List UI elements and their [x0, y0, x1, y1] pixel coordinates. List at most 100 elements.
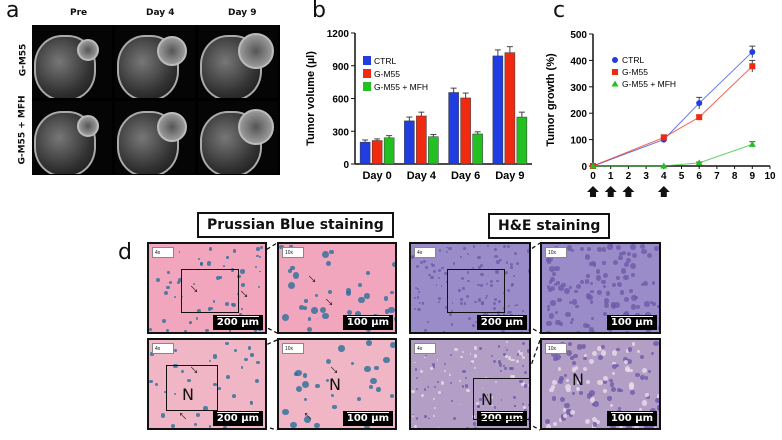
texture-dot [419, 260, 424, 265]
texture-dot [656, 393, 659, 399]
texture-dot [163, 291, 168, 296]
texture-dot [583, 322, 589, 328]
texture-dot [411, 256, 415, 260]
texture-dot [389, 342, 395, 348]
texture-dot [419, 302, 422, 305]
point-g-m55 [696, 114, 703, 121]
texture-dot [592, 422, 598, 427]
texture-dot [602, 379, 608, 385]
texture-dot [461, 384, 465, 388]
texture-dot [627, 347, 633, 352]
texture-dot [569, 286, 573, 290]
point-ctrl [696, 100, 703, 107]
y-tick-label: 200 [570, 109, 587, 120]
he-image-4x: 4x 200 µm N [409, 338, 531, 430]
texture-dot [630, 244, 636, 250]
y-tick-label: 0 [581, 162, 587, 173]
texture-dot [173, 392, 177, 396]
texture-dot [383, 295, 389, 301]
line-ctrl [592, 51, 753, 167]
texture-dot [422, 302, 425, 305]
texture-dot [382, 333, 387, 334]
texture-dot [162, 319, 167, 324]
texture-dot [650, 407, 657, 414]
x-tick-label: 4 [661, 171, 667, 182]
bar-ctrl [448, 92, 459, 165]
texture-dot [174, 349, 178, 353]
magnification-label: 10x [545, 247, 567, 258]
texture-dot [463, 302, 466, 305]
texture-dot [392, 261, 395, 268]
texture-dot [586, 393, 593, 399]
texture-dot [311, 307, 318, 314]
texture-dot [155, 277, 160, 282]
texture-dot [364, 365, 371, 372]
texture-dot [640, 375, 646, 381]
texture-dot [499, 370, 502, 373]
texture-dot [550, 276, 555, 282]
texture-dot [414, 287, 417, 290]
texture-dot [451, 399, 453, 402]
texture-dot [625, 349, 630, 353]
y-tick-label: 300 [570, 83, 587, 94]
texture-dot [553, 421, 558, 426]
texture-dot [370, 377, 377, 385]
point-g-m55-mfh [589, 162, 597, 169]
zoom-region-box [473, 378, 529, 420]
texture-dot [463, 247, 466, 250]
texture-dot [651, 301, 656, 307]
texture-dot [642, 280, 648, 287]
texture-dot [522, 355, 526, 359]
texture-dot [574, 366, 579, 370]
texture-dot [164, 391, 166, 393]
texture-dot [212, 354, 217, 359]
texture-dot [647, 369, 652, 374]
texture-dot [465, 427, 469, 428]
texture-dot [614, 301, 621, 308]
bar-g-m55 [371, 140, 383, 165]
texture-dot [571, 361, 576, 366]
texture-dot [585, 324, 590, 328]
texture-dot [512, 359, 515, 362]
texture-dot [289, 244, 293, 249]
texture-dot [249, 401, 254, 405]
texture-dot [570, 248, 575, 253]
texture-dot [650, 351, 655, 355]
texture-dot [493, 406, 496, 409]
texture-dot [424, 356, 426, 359]
point-g-m55-mfh [748, 140, 756, 147]
texture-dot [551, 271, 556, 277]
texture-dot [597, 247, 602, 252]
texture-dot [634, 424, 640, 428]
texture-dot [545, 419, 550, 424]
legend-marker [612, 57, 618, 63]
bar-g-m55-mfh [428, 136, 439, 165]
magnification-label: 10x [545, 343, 567, 354]
texture-dot [244, 357, 248, 362]
texture-dot [587, 294, 593, 301]
texture-dot [562, 408, 567, 412]
texture-dot [232, 393, 237, 398]
treatment-arrow-icon [657, 186, 670, 197]
texture-dot [216, 276, 221, 281]
texture-dot [365, 340, 372, 346]
texture-dot [610, 387, 616, 393]
texture-dot [550, 300, 556, 306]
texture-dot [314, 422, 320, 428]
texture-dot [617, 407, 622, 411]
texture-dot [280, 429, 284, 430]
texture-dot [240, 366, 244, 369]
texture-dot [603, 312, 607, 316]
texture-dot [571, 299, 578, 306]
texture-dot [438, 390, 442, 394]
texture-dot [451, 302, 454, 305]
texture-dot [480, 273, 484, 277]
texture-dot [411, 255, 414, 258]
texture-dot [496, 279, 499, 283]
texture-dot [282, 408, 289, 416]
texture-dot [628, 382, 635, 388]
texture-dot [332, 405, 337, 410]
texture-dot [585, 419, 591, 425]
texture-dot [519, 380, 523, 384]
texture-dot [467, 271, 470, 274]
